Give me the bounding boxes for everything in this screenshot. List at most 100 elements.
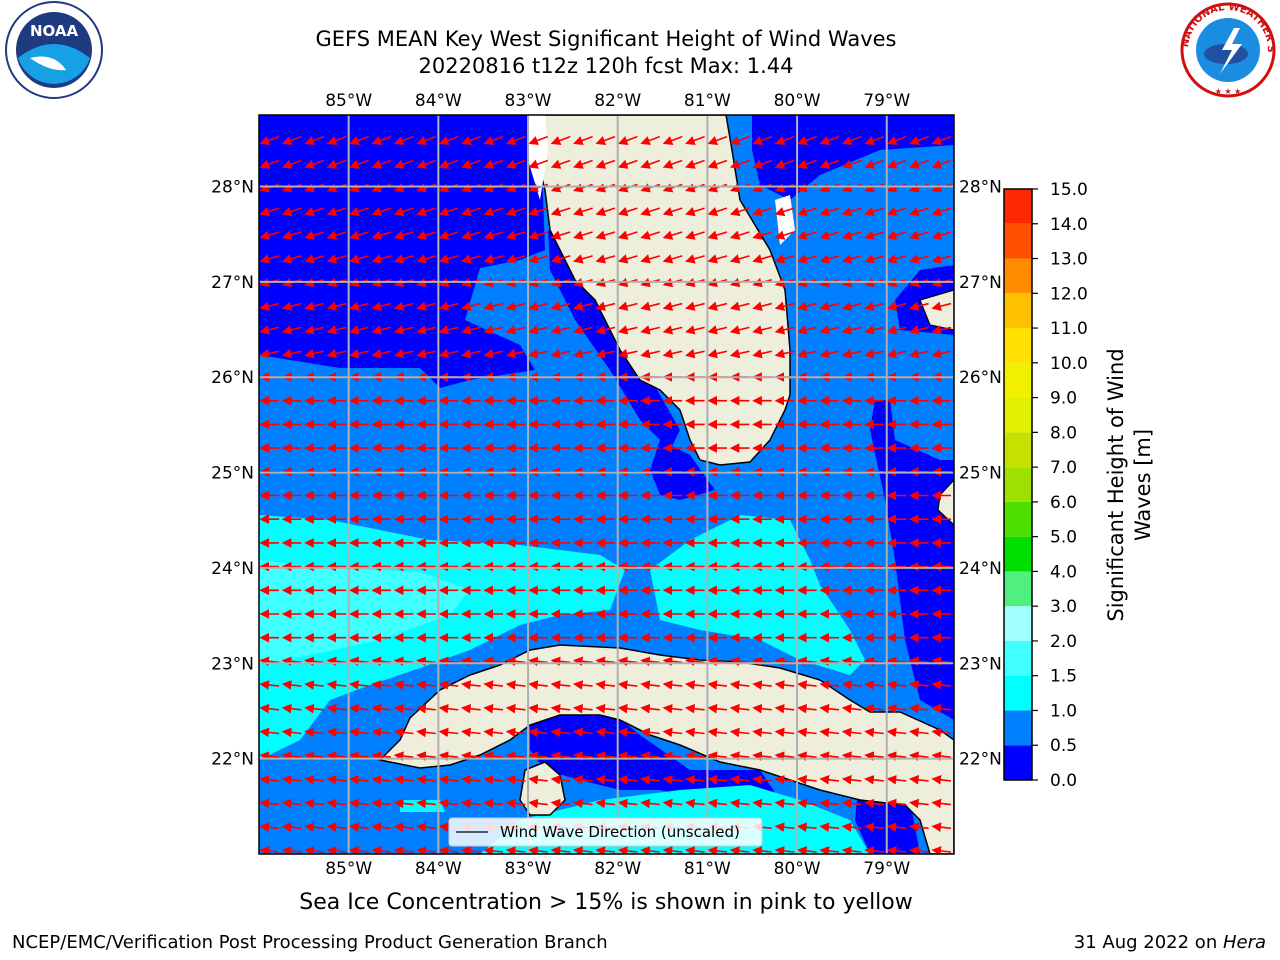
wind-arrow-140 [617,230,638,240]
wind-arrow-809 [326,751,347,761]
wind-arrow-741 [886,680,907,690]
wave-band-0-0-5-keys [650,440,715,500]
wind-arrow-780 [371,727,392,738]
wind-arrow-959 [909,846,929,854]
lat-label-left-3: 25°N [211,464,254,484]
wind-arrow-39 [438,159,459,169]
wind-arrow-814 [438,751,459,761]
wind-arrow-894 [841,798,862,809]
wind-arrow-167 [528,254,549,264]
colorbar-segment-0 [1004,745,1032,780]
lon-label-top-2: 83°W [505,91,552,111]
colorbar-segment-5 [1004,571,1032,607]
wind-arrow-169 [573,254,593,264]
wind-arrow-838 [281,775,302,785]
wind-arrow-881 [550,798,571,809]
wind-arrow-303 [797,348,817,359]
wind-arrow-771 [864,703,884,714]
wind-arrow-932 [304,846,324,854]
lat-label-right-4: 24°N [959,559,1002,579]
colorbar-tick-label-4: 2.0 [1050,632,1077,652]
wind-arrow-958 [886,846,907,854]
wind-arrow-928 [909,822,929,832]
wind-arrow-0 [259,135,280,146]
wind-arrow-131 [416,230,437,240]
wind-arrow-796 [729,727,750,738]
wind-arrow-795 [707,727,728,738]
wind-arrow-939 [461,846,481,854]
wind-arrow-284 [371,348,392,359]
wind-arrow-150 [841,230,862,240]
sea-ice-caption: Sea Ice Concentration > 15% is shown in … [299,890,913,915]
wind-arrow-257 [461,325,481,335]
wind-arrow-773 [909,703,929,714]
wind-arrow-794 [685,727,705,738]
wind-arrow-267 [685,325,705,335]
wind-arrow-158 [326,254,347,264]
wind-arrow-931 [281,846,302,854]
wind-arrow-285 [393,348,414,359]
wind-arrow-802 [864,727,884,738]
wind-arrow-960 [931,846,952,854]
wind-arrow-952 [752,846,772,854]
wind-arrow-823 [640,751,660,761]
colorbar-tick-label-10: 8.0 [1050,423,1077,443]
wind-arrow-874 [393,798,414,809]
wind-arrow-28 [886,135,907,146]
lon-label-bottom-4: 81°W [684,859,731,879]
wind-arrow-805 [931,727,952,738]
wind-arrow-694 [528,656,548,667]
wind-arrow-171 [617,254,638,264]
wind-arrow-142 [662,230,683,240]
wind-arrow-25 [819,135,840,146]
wind-arrow-842 [371,775,392,785]
wind-arrow-139 [595,230,616,240]
wind-arrow-720 [416,680,436,690]
wind-arrow-154 [931,230,952,240]
wind-arrow-286 [416,348,436,359]
wind-arrow-898 [931,798,952,809]
wind-arrow-122 [909,206,929,217]
wind-arrow-732 [685,680,705,690]
wind-arrow-692 [483,656,504,667]
wind-arrow-813 [416,751,436,761]
wind-arrow-160 [371,254,392,264]
wind-arrow-705 [774,656,795,667]
lon-tick-labels-top: 85°W 84°W 83°W 82°W 81°W 80°W 79°W [325,91,910,111]
wind-arrow-776 [281,727,302,738]
lon-label-top-3: 82°W [594,91,641,111]
wind-arrow-244 [864,301,885,311]
wind-arrow-51 [707,159,728,169]
wind-arrow-58 [864,159,885,169]
lon-label-bottom-3: 82°W [594,859,641,879]
wind-arrow-132 [438,230,459,240]
colorbar-segment-7 [1004,501,1032,537]
wind-arrow-688 [393,656,414,667]
wind-arrow-727 [573,680,593,690]
wind-arrow-940 [483,846,504,854]
wind-arrow-896 [886,798,907,809]
wind-arrow-128 [349,230,369,240]
wind-arrow-235 [662,301,683,311]
wind-arrow-19 [685,135,705,146]
wind-arrow-865 [886,775,907,785]
wind-arrow-239 [752,301,773,311]
wind-arrow-298 [685,348,705,359]
wind-arrow-837 [259,775,280,785]
wind-arrow-17 [640,135,661,146]
wind-arrow-113 [707,206,728,217]
wind-arrow-954 [797,846,817,854]
wind-arrow-59 [886,159,907,169]
wind-arrow-11 [505,135,526,146]
wind-arrow-118 [819,206,840,217]
wind-arrow-747 [326,703,347,714]
wind-arrow-218 [281,301,302,311]
noaa-logo-text: NOAA [30,22,79,40]
wind-arrow-772 [886,703,907,714]
wind-arrow-129 [371,230,392,240]
wind-arrow-800 [819,727,840,738]
chart-subtitle: 20220816 t12z 120h fcst Max: 1.44 [418,54,794,78]
colorbar-segment-9 [1004,432,1032,468]
wind-arrow-822 [617,751,638,761]
wind-arrow-835 [909,751,929,761]
